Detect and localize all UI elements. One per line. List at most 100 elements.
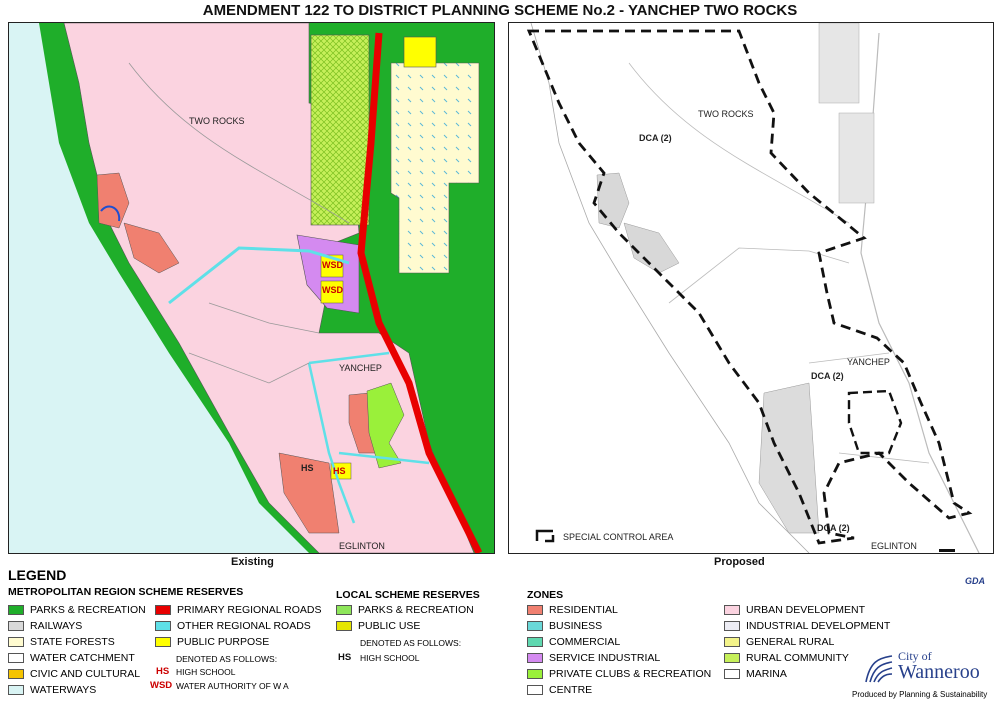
mrs-abbr-wsd-code: WSD bbox=[150, 680, 173, 691]
legend-label: PUBLIC USE bbox=[358, 620, 421, 632]
legend-label: GENERAL RURAL bbox=[746, 636, 835, 648]
legend-label: STATE FORESTS bbox=[30, 636, 115, 648]
zones-col1-item: BUSINESS bbox=[527, 619, 602, 633]
legend-swatch bbox=[155, 621, 171, 631]
legend-swatch bbox=[724, 637, 740, 647]
legend-swatch bbox=[527, 621, 543, 631]
legend-label: MARINA bbox=[746, 668, 787, 680]
legend-label: INDUSTRIAL DEVELOPMENT bbox=[746, 620, 891, 632]
zones-col1-item: COMMERCIAL bbox=[527, 635, 620, 649]
legend-swatch bbox=[724, 669, 740, 679]
label-two-rocks-proposed: TWO ROCKS bbox=[698, 109, 754, 119]
mrs-abbr-hs-text: HIGH SCHOOL bbox=[176, 667, 236, 677]
legend-label: WATER CATCHMENT bbox=[30, 652, 135, 664]
legend-title: LEGEND bbox=[8, 567, 67, 583]
lsr-item: PARKS & RECREATION bbox=[336, 603, 474, 617]
label-dca-3: DCA (2) bbox=[817, 523, 850, 533]
legend-swatch bbox=[336, 605, 352, 615]
legend-swatch bbox=[336, 621, 352, 631]
legend-label: PRIMARY REGIONAL ROADS bbox=[177, 604, 322, 616]
lsr-heading: LOCAL SCHEME RESERVES bbox=[336, 589, 480, 601]
label-hs-2: HS bbox=[333, 466, 346, 476]
legend-swatch bbox=[724, 653, 740, 663]
mrs-denoted-note: DENOTED AS FOLLOWS: bbox=[176, 654, 278, 664]
map-title: AMENDMENT 122 TO DISTRICT PLANNING SCHEM… bbox=[202, 2, 798, 19]
lsr-abbr-hs-code: HS bbox=[338, 652, 352, 663]
zones-col2-item: INDUSTRIAL DEVELOPMENT bbox=[724, 619, 890, 633]
zones-col2-item: GENERAL RURAL bbox=[724, 635, 834, 649]
legend-label: RAILWAYS bbox=[30, 620, 83, 632]
legend-label: WATERWAYS bbox=[30, 684, 97, 696]
legend-swatch bbox=[155, 605, 171, 615]
legend-swatch bbox=[527, 637, 543, 647]
gda-logo: GDA bbox=[965, 576, 985, 586]
legend-label: COMMERCIAL bbox=[549, 636, 621, 648]
produced-by: Produced by Planning & Sustainability bbox=[852, 690, 988, 699]
label-eglinton: EGLINTON bbox=[339, 541, 385, 551]
proposed-map-panel: TWO ROCKS YANCHEP EGLINTON DCA (2) DCA (… bbox=[508, 22, 994, 554]
existing-map-panel: TWO ROCKS YANCHEP EGLINTON WSD WSD HS HS bbox=[8, 22, 495, 554]
mrs-abbr-hs-code: HS bbox=[156, 666, 170, 677]
legend-label: RESIDENTIAL bbox=[549, 604, 618, 616]
label-dca-1: DCA (2) bbox=[639, 133, 672, 143]
legend-swatch bbox=[155, 637, 171, 647]
special-control-area-boundary bbox=[526, 29, 973, 545]
label-hs-1: HS bbox=[301, 463, 314, 473]
label-eglinton-proposed: EGLINTON bbox=[871, 541, 917, 551]
mrs-col1-item: WATERWAYS bbox=[8, 683, 96, 697]
legend-label: BUSINESS bbox=[549, 620, 603, 632]
wanneroo-logo-icon bbox=[865, 655, 893, 683]
legend-label: OTHER REGIONAL ROADS bbox=[177, 620, 311, 632]
legend-label: URBAN DEVELOPMENT bbox=[746, 604, 866, 616]
mrs-abbr-wsd-text: WATER AUTHORITY OF W A bbox=[176, 681, 289, 691]
mrs-col2-item: OTHER REGIONAL ROADS bbox=[155, 619, 311, 633]
label-yanchep: YANCHEP bbox=[339, 363, 382, 373]
legend-label: SERVICE INDUSTRIAL bbox=[549, 652, 661, 664]
legend-label: PRIVATE CLUBS & RECREATION bbox=[549, 668, 712, 680]
label-wsd-1: WSD bbox=[322, 260, 343, 270]
zones-col1-item: CENTRE bbox=[527, 683, 592, 697]
rural-community-area bbox=[310, 34, 370, 226]
legend-swatch bbox=[527, 653, 543, 663]
legend-swatch bbox=[8, 669, 24, 679]
city-logo-text: City of Wanneroo bbox=[898, 650, 980, 682]
zones-heading: ZONES bbox=[527, 589, 564, 601]
zones-col1-item: RESIDENTIAL bbox=[527, 603, 618, 617]
mrs-col2-item: PUBLIC PURPOSE bbox=[155, 635, 269, 649]
legend-label: CIVIC AND CULTURAL bbox=[30, 668, 141, 680]
label-yanchep-proposed: YANCHEP bbox=[847, 357, 890, 367]
legend-swatch bbox=[8, 653, 24, 663]
legend-swatch bbox=[527, 669, 543, 679]
city-name-text: Wanneroo bbox=[898, 661, 980, 683]
primary-regional-road bbox=[357, 32, 483, 553]
lsr-abbr-hs-text: HIGH SCHOOL bbox=[360, 653, 420, 663]
mrs-col1-item: WATER CATCHMENT bbox=[8, 651, 135, 665]
legend-label: CENTRE bbox=[549, 684, 593, 696]
zones-col2-item: RURAL COMMUNITY bbox=[724, 651, 849, 665]
special-control-area-label: SPECIAL CONTROL AREA bbox=[563, 532, 674, 542]
mrs-heading: METROPOLITAN REGION SCHEME RESERVES bbox=[8, 586, 244, 598]
zones-col2-item: MARINA bbox=[724, 667, 787, 681]
mrs-col1-item: STATE FORESTS bbox=[8, 635, 115, 649]
legend-label: PARKS & RECREATION bbox=[358, 604, 474, 616]
label-wsd-2: WSD bbox=[322, 285, 343, 295]
mrs-col1-item: RAILWAYS bbox=[8, 619, 82, 633]
legend-swatch bbox=[8, 637, 24, 647]
legend-swatch bbox=[8, 685, 24, 695]
legend-label: RURAL COMMUNITY bbox=[746, 652, 849, 664]
lsr-denoted-note: DENOTED AS FOLLOWS: bbox=[360, 638, 462, 648]
legend-swatch bbox=[527, 685, 543, 695]
legend-swatch bbox=[724, 605, 740, 615]
label-dca-2: DCA (2) bbox=[811, 371, 844, 381]
mrs-col2-item: PRIMARY REGIONAL ROADS bbox=[155, 603, 322, 617]
legend-swatch bbox=[8, 621, 24, 631]
mrs-col1-item: PARKS & RECREATION bbox=[8, 603, 146, 617]
special-control-area-swatch bbox=[535, 529, 555, 543]
legend-swatch bbox=[724, 621, 740, 631]
legend-swatch bbox=[527, 605, 543, 615]
zones-col1-item: PRIVATE CLUBS & RECREATION bbox=[527, 667, 711, 681]
marina bbox=[100, 205, 121, 222]
label-two-rocks: TWO ROCKS bbox=[189, 116, 245, 126]
caption-existing: Existing bbox=[231, 556, 274, 568]
mrs-col1-item: CIVIC AND CULTURAL bbox=[8, 667, 140, 681]
